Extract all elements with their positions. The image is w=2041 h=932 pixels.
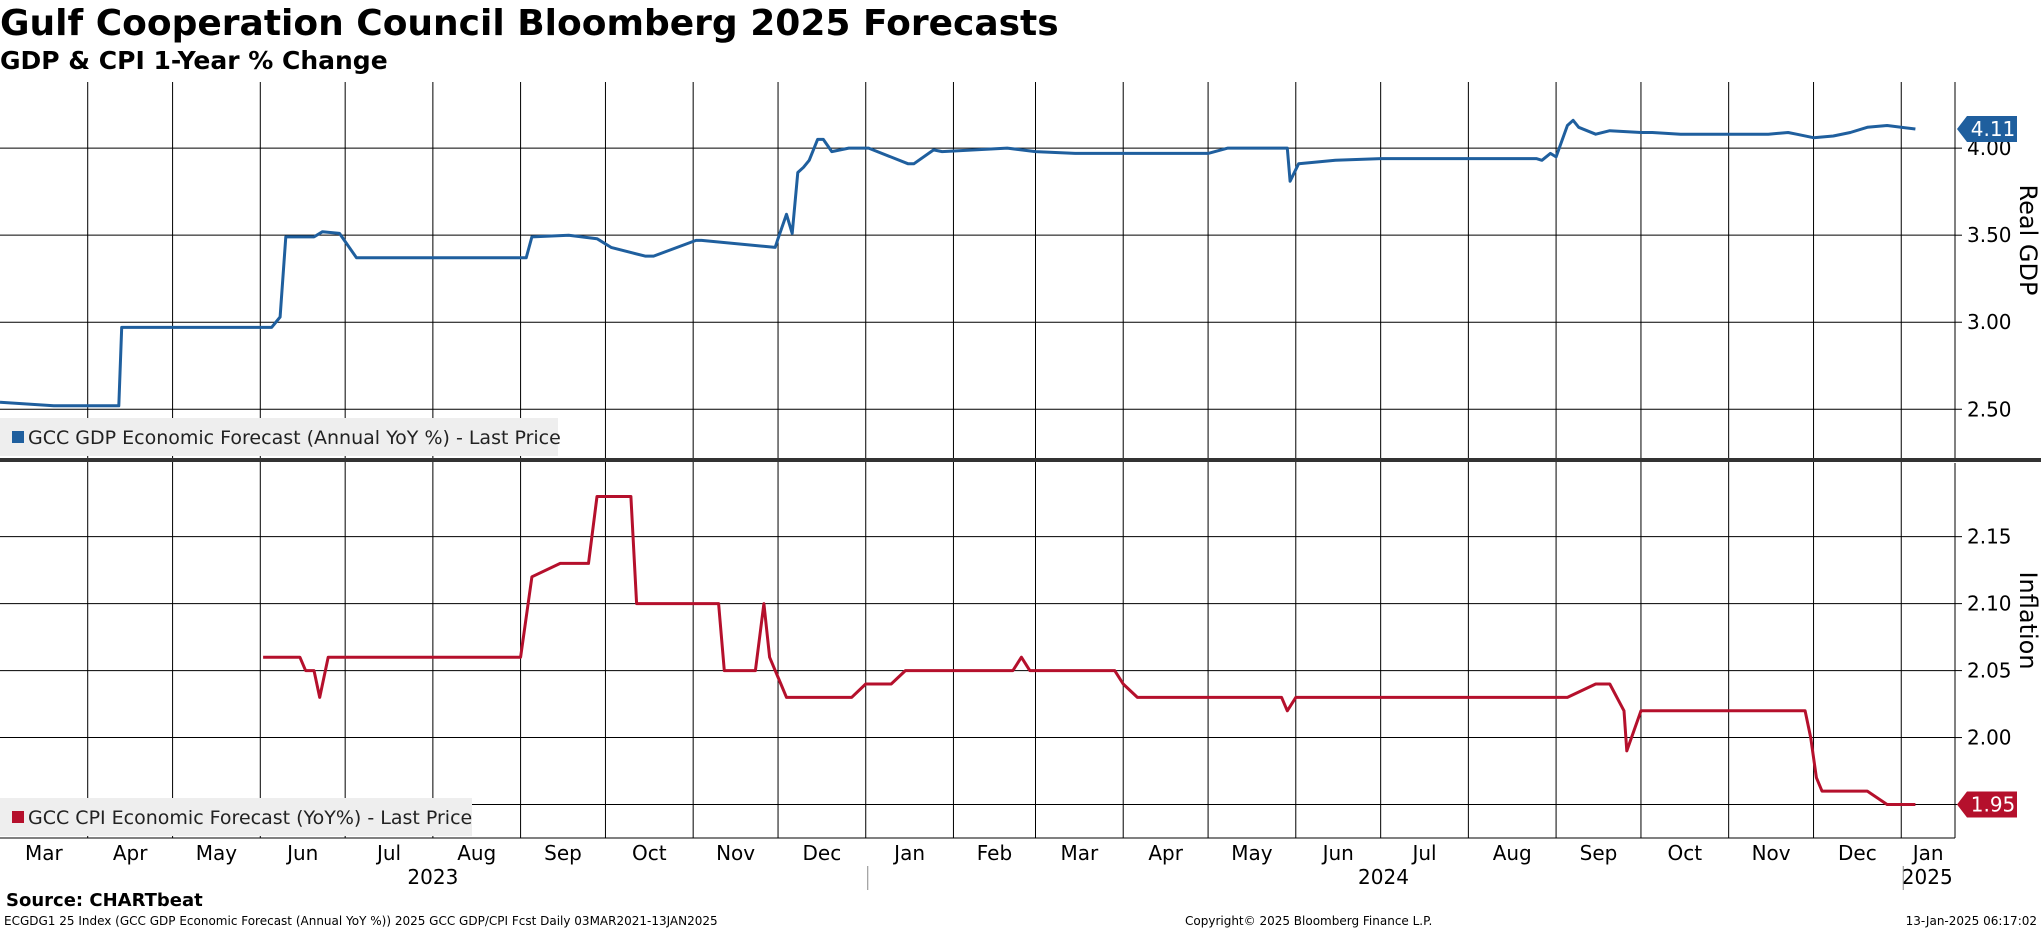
month-label: Oct <box>1668 841 1703 865</box>
month-label: Nov <box>1752 841 1791 865</box>
month-label: Nov <box>716 841 755 865</box>
cpi-series-line <box>263 495 1916 806</box>
month-label: Jul <box>1410 841 1436 865</box>
month-label: Oct <box>632 841 667 865</box>
legend-label: GCC CPI Economic Forecast (YoY%) - Last … <box>28 807 472 829</box>
last-value-badge <box>1957 116 2017 142</box>
last-value-label: 4.11 <box>1971 117 2016 141</box>
series-description: ECGDG1 25 Index (GCC GDP Economic Foreca… <box>4 914 718 928</box>
year-label: 2024 <box>1358 865 1409 889</box>
gdp-series-line <box>0 118 1916 408</box>
y-tick-label: 2.15 <box>1967 525 2012 549</box>
year-label: 2025 <box>1902 865 1953 889</box>
month-label: Dec <box>1838 841 1877 865</box>
last-value-label: 1.95 <box>1971 793 2016 817</box>
y-axis-title: Inflation <box>2014 571 2041 669</box>
y-tick-label: 2.10 <box>1967 592 2012 616</box>
month-label: May <box>196 841 238 865</box>
legend-label: GCC GDP Economic Forecast (Annual YoY %)… <box>28 427 561 449</box>
month-label: Sep <box>544 841 582 865</box>
month-label: Jul <box>375 841 401 865</box>
month-label: Dec <box>803 841 842 865</box>
month-label: May <box>1231 841 1273 865</box>
month-label: Feb <box>977 841 1012 865</box>
month-label: Jun <box>285 841 318 865</box>
year-label: 2023 <box>407 865 458 889</box>
y-tick-label: 2.50 <box>1967 397 2012 421</box>
source-label: Source: CHARTbeat <box>6 890 203 911</box>
last-value-badge <box>1957 791 2017 818</box>
legend-swatch <box>12 431 24 443</box>
month-label: Mar <box>1060 841 1099 865</box>
y-tick-label: 2.00 <box>1967 726 2012 750</box>
month-label: Aug <box>1493 841 1532 865</box>
chart-title: Gulf Cooperation Council Bloomberg 2025 … <box>0 3 1059 44</box>
y-tick-label: 3.00 <box>1967 310 2012 334</box>
month-label: Aug <box>457 841 496 865</box>
month-label: Apr <box>1148 841 1183 865</box>
month-label: Sep <box>1580 841 1618 865</box>
timestamp: 13-Jan-2025 06:17:02 <box>1905 914 2037 928</box>
legend-box <box>0 418 558 456</box>
month-label: Jan <box>1911 841 1944 865</box>
legend-swatch <box>12 811 24 823</box>
month-label: Apr <box>113 841 148 865</box>
copyright-notice: Copyright© 2025 Bloomberg Finance L.P. <box>1185 914 1433 928</box>
month-label: Mar <box>25 841 64 865</box>
y-tick-label: 3.50 <box>1967 223 2012 247</box>
month-label: Jun <box>1321 841 1354 865</box>
month-label: Jan <box>892 841 925 865</box>
chart-subtitle: GDP & CPI 1-Year % Change <box>0 46 388 75</box>
legend-box <box>0 798 472 836</box>
y-tick-label: 2.05 <box>1967 659 2012 683</box>
y-axis-title: Real GDP <box>2014 185 2041 296</box>
